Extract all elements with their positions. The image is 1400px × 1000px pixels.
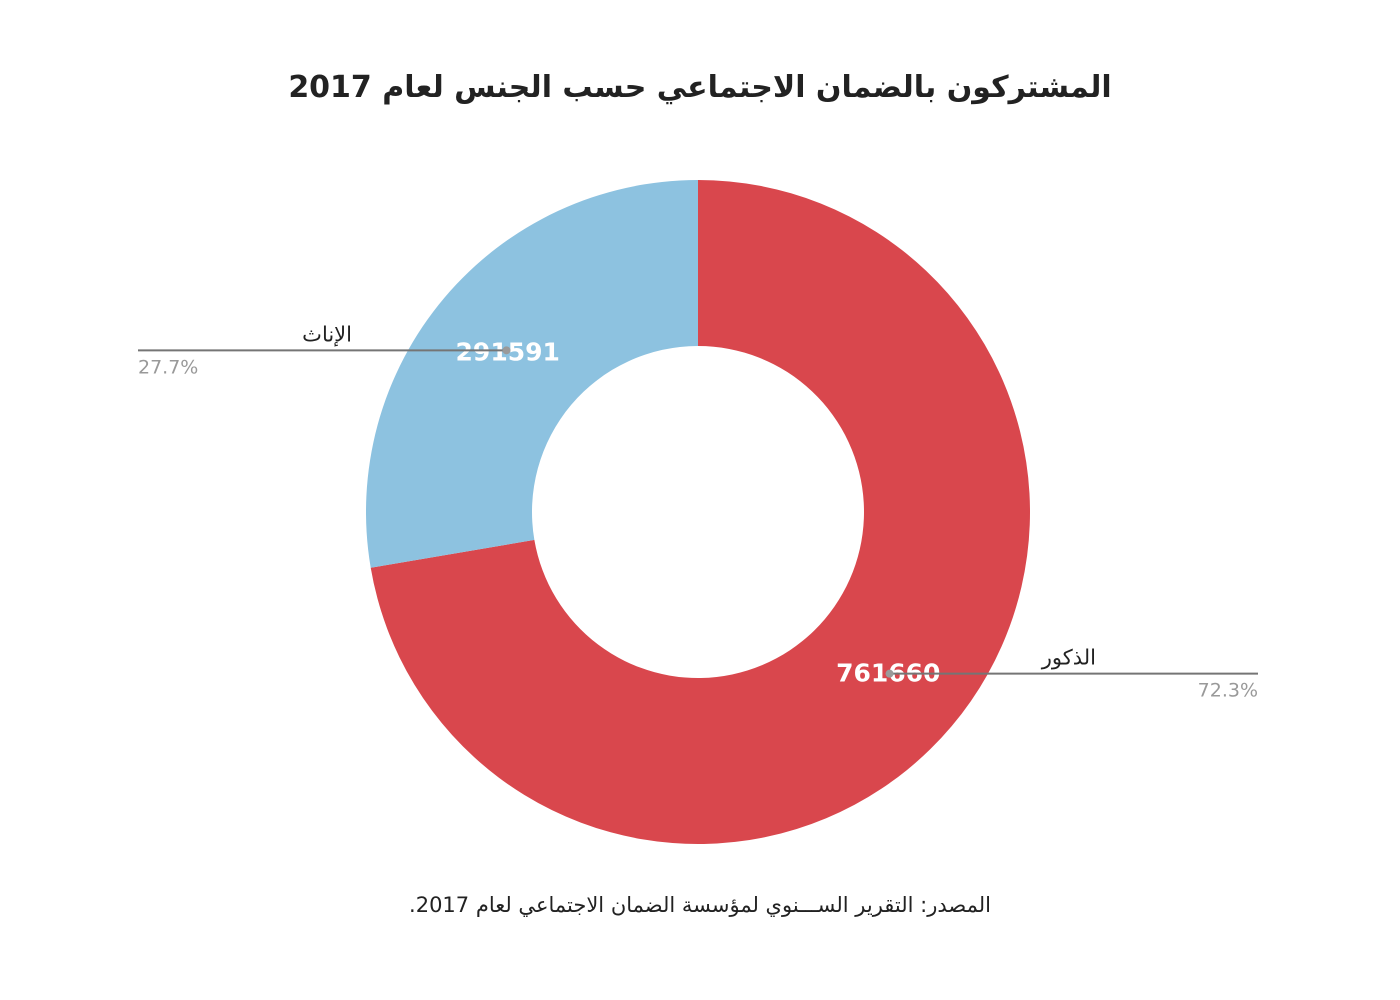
slice-percent-label: 27.7%: [138, 356, 198, 378]
slice-category-label: الذكور: [1041, 646, 1096, 670]
pie-slice: [370, 180, 1031, 844]
leader-dot: [502, 346, 511, 355]
leader-dot: [885, 669, 894, 678]
chart-title: المشتركون بالضمان الاجتماعي حسب الجنس لع…: [288, 70, 1112, 105]
pie-slice: [366, 180, 698, 568]
slices-layer: [366, 180, 1031, 844]
slice-category-label: الإناث: [302, 322, 352, 346]
chart-source: المصدر: التقرير الســـنوي لمؤسسة الضمان …: [409, 893, 991, 917]
slice-percent-label: 72.3%: [1198, 680, 1258, 702]
labels-layer: 761660الذكور72.3%291591الإناث27.7%: [138, 322, 1258, 702]
